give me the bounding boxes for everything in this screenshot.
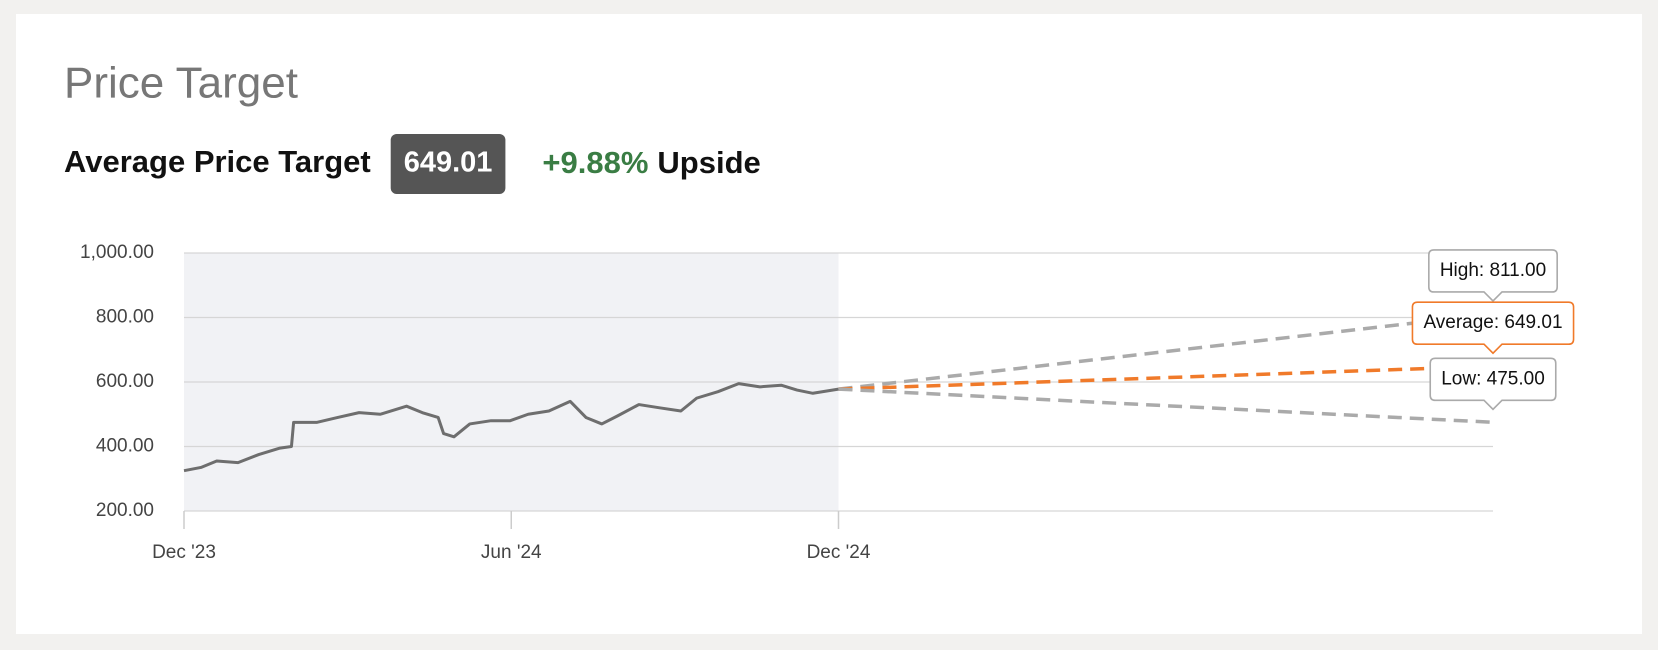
subtitle: Average Price Target — [64, 144, 371, 179]
annotation-box — [1411, 301, 1575, 355]
annotation-text: Average: 649.01 — [1423, 312, 1562, 333]
annotation-box — [1428, 249, 1558, 303]
badge: 649.01 — [404, 147, 493, 179]
annotation: Low: 475.00 — [1429, 357, 1557, 411]
badge-bg — [390, 134, 506, 194]
y-tick-label: 600.00 — [96, 371, 154, 392]
annotation: High: 811.00 — [1428, 249, 1558, 303]
title: Price Target — [64, 59, 298, 108]
change-label: Upside — [657, 145, 760, 180]
annotation-text: Low: 475.00 — [1441, 368, 1545, 389]
y-tick-label: 400.00 — [96, 436, 154, 457]
y-tick-label: 1,000.00 — [80, 242, 154, 263]
x-tick-label: Jun '24 — [481, 542, 542, 563]
annotation: Average: 649.01 — [1411, 301, 1575, 355]
y-tick-label: 800.00 — [96, 307, 154, 328]
y-tick-label: 200.00 — [96, 500, 154, 521]
change: +9.88% — [542, 145, 648, 180]
x-tick-label: Dec '23 — [152, 542, 216, 563]
x-tick-label: Dec '24 — [807, 542, 871, 563]
series-line — [183, 382, 839, 473]
annotation-text: High: 811.00 — [1440, 260, 1546, 281]
annotation-box — [1429, 357, 1557, 411]
